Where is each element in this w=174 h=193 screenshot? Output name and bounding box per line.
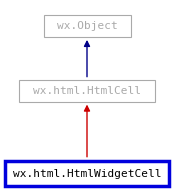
Text: wx.html.HtmlCell: wx.html.HtmlCell	[33, 86, 141, 96]
FancyBboxPatch shape	[19, 80, 155, 102]
FancyBboxPatch shape	[5, 161, 169, 186]
Text: wx.html.HtmlWidgetCell: wx.html.HtmlWidgetCell	[13, 169, 161, 179]
Text: wx.Object: wx.Object	[57, 21, 117, 31]
FancyBboxPatch shape	[44, 15, 130, 37]
